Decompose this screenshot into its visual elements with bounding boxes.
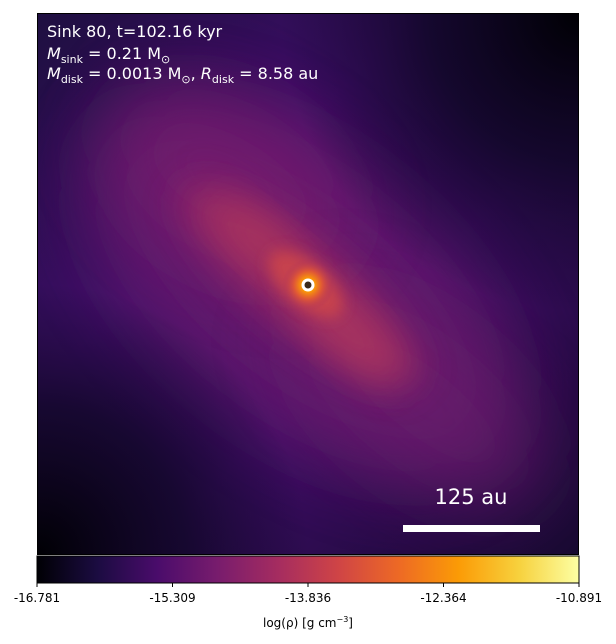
- colorbar-ticks: -16.781 -15.309 -13.836 -12.364 -10.891: [14, 583, 602, 605]
- colorbar-tick-label: -10.891: [556, 591, 602, 605]
- annotation: Sink 80, t=102.16 kyr Msink = 0.21 M⊙ Md…: [47, 22, 318, 86]
- colorbar-gradient: [36, 555, 580, 584]
- sink-mass-line: Msink = 0.21 M⊙: [47, 44, 170, 66]
- image-frame: [37, 13, 579, 555]
- title-line: Sink 80, t=102.16 kyr: [47, 22, 223, 41]
- colorbar-label: log(ρ) [g cm−3]: [263, 615, 353, 630]
- scale-bar-label: 125 au: [435, 485, 508, 509]
- colorbar-tick-label: -15.309: [149, 591, 195, 605]
- scale-bar-line: [403, 525, 540, 532]
- sink-marker: [301, 278, 315, 292]
- colorbar-tick-label: -12.364: [420, 591, 466, 605]
- disk-line: Mdisk = 0.0013 M⊙, Rdisk = 8.58 au: [47, 64, 318, 86]
- colorbar-tick-label: -16.781: [14, 591, 60, 605]
- colorbar: -16.781 -15.309 -13.836 -12.364 -10.891 log(…: [14, 555, 602, 630]
- colorbar-tick-label: -13.836: [285, 591, 331, 605]
- scale-bar: 125 au: [403, 485, 540, 532]
